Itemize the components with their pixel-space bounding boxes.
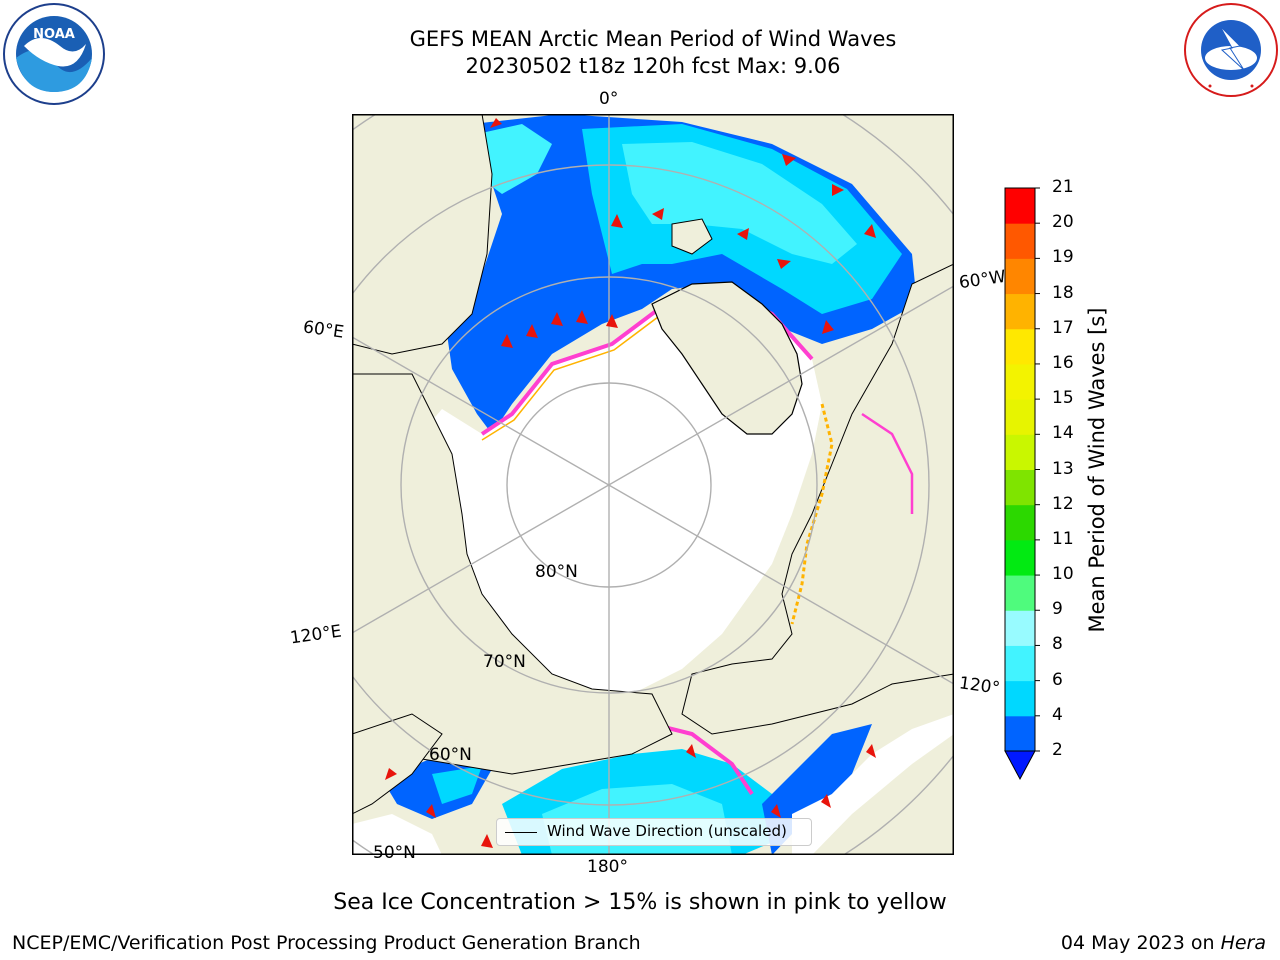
colorbar-bin xyxy=(1005,575,1035,611)
legend-line-swatch xyxy=(505,832,537,833)
graticule xyxy=(352,114,954,855)
wind-arrow xyxy=(771,804,781,818)
footer-host: Hera xyxy=(1220,932,1266,954)
footer-date: 04 May 2023 on Hera xyxy=(1061,932,1266,954)
wind-arrow xyxy=(426,804,436,818)
wind-arrow xyxy=(481,834,493,848)
colorbar-tick-label: 13 xyxy=(1052,458,1074,479)
footer-date-text: 04 May 2023 on xyxy=(1060,932,1221,954)
colorbar-label: Mean Period of Wind Waves [s] xyxy=(1085,307,1109,633)
colorbar xyxy=(1004,187,1040,781)
lon-label-0: 0° xyxy=(599,89,619,109)
wind-arrow xyxy=(501,334,513,348)
meridian-60e-120w xyxy=(352,336,954,685)
lon-label-120e: 120°E xyxy=(288,621,343,649)
colorbar-tick-label: 21 xyxy=(1052,177,1074,197)
colorbar-bin xyxy=(1005,610,1035,646)
kamchatka xyxy=(352,713,443,815)
colorbar-bin xyxy=(1005,363,1035,400)
hudson-bay-ice-edge xyxy=(861,412,914,514)
wind-arrow xyxy=(822,320,834,334)
colorbar-bin xyxy=(1005,258,1035,295)
north-sea-wave-region xyxy=(477,124,552,194)
scandinavia xyxy=(352,114,493,355)
colorbar-tick-label: 6 xyxy=(1052,669,1063,690)
svalbard xyxy=(671,218,713,255)
colorbar-tick-label: 17 xyxy=(1052,317,1074,338)
wind-arrow xyxy=(385,768,397,780)
wind-arrow xyxy=(526,324,538,338)
wind-arrow xyxy=(777,259,791,269)
lat-label-80: 80°N xyxy=(535,562,578,582)
wind-arrow xyxy=(576,310,588,324)
lon-label-120w: 120° xyxy=(957,673,1002,699)
wind-arrow xyxy=(864,224,876,238)
colorbar-tick-label: 18 xyxy=(1052,282,1074,303)
colorbar-tick-label: 15 xyxy=(1052,388,1074,409)
wind-arrow xyxy=(551,312,563,326)
canadian-archipelago-ice-edge xyxy=(790,403,834,625)
colorbar-tick-label: 2 xyxy=(1052,740,1063,760)
alaska-peninsula xyxy=(792,714,954,855)
wind-arrow xyxy=(866,744,876,758)
colorbar-tick-label: 14 xyxy=(1052,423,1074,444)
colorbar-tick-label: 20 xyxy=(1052,212,1074,233)
wind-arrow xyxy=(606,314,618,328)
national-weather-service-logo xyxy=(1184,3,1278,97)
colorbar-bin xyxy=(1005,223,1035,259)
colorbar-tick-label: 11 xyxy=(1052,528,1074,549)
colorbar-under-extension xyxy=(1004,750,1036,781)
colorbar-tick-label: 8 xyxy=(1052,634,1063,655)
colorbar-bin xyxy=(1005,469,1035,506)
noaa-logo: NOAA xyxy=(3,3,105,105)
colorbar-tick-label: 19 xyxy=(1052,247,1074,268)
sea-ice-note: Sea Ice Concentration > 15% is shown in … xyxy=(333,890,947,915)
colorbar-bin xyxy=(1005,645,1035,682)
wind-arrow xyxy=(821,794,831,808)
map-frame xyxy=(352,114,954,855)
legend-label: Wind Wave Direction (unscaled) xyxy=(547,822,787,840)
colorbar-bin xyxy=(1005,715,1035,752)
lat-label-50: 50°N xyxy=(373,843,416,863)
colorbar-tick-label: 16 xyxy=(1052,352,1074,373)
colorbar-tick-label: 12 xyxy=(1052,493,1074,514)
pacific-ocean-white xyxy=(352,814,442,855)
colorbar-bin xyxy=(1005,293,1035,330)
noaa-logo-text: NOAA xyxy=(33,27,75,42)
meridian-120e-60w xyxy=(352,285,954,634)
colorbar-bin xyxy=(1005,188,1035,224)
wind-arrow xyxy=(490,118,502,128)
arctic-map xyxy=(352,114,954,855)
colorbar-tick-label: 10 xyxy=(1052,564,1074,585)
colorbar-tick-label: 4 xyxy=(1052,704,1063,725)
colorbar-bin xyxy=(1005,539,1035,576)
chart-title: GEFS MEAN Arctic Mean Period of Wind Wav… xyxy=(409,27,897,51)
lat-label-60: 60°N xyxy=(429,745,472,765)
lon-label-60e: 60°E xyxy=(301,317,346,343)
lat-label-70: 70°N xyxy=(483,652,526,672)
colorbar-bin xyxy=(1005,399,1035,435)
north-america xyxy=(681,263,954,735)
map-legend: Wind Wave Direction (unscaled) xyxy=(496,818,812,846)
footer-credit: NCEP/EMC/Verification Post Processing Pr… xyxy=(12,932,641,954)
wind-arrow xyxy=(832,184,844,196)
colorbar-bin xyxy=(1005,504,1035,541)
lon-label-180: 180° xyxy=(587,857,628,877)
colorbar-bin xyxy=(1005,328,1035,365)
colorbar-bin xyxy=(1005,434,1035,470)
wind-arrow xyxy=(686,744,696,758)
wind-wave-arrows xyxy=(385,118,876,848)
wind-arrow xyxy=(611,214,623,228)
colorbar-bin xyxy=(1005,680,1035,717)
colorbar-tick-label: 9 xyxy=(1052,599,1063,620)
chart-subtitle-run: 20230502 t18z 120h fcst Max: 9.06 xyxy=(465,54,841,78)
okhotsk-wave-cyan xyxy=(432,766,482,804)
wind-arrow xyxy=(652,208,664,220)
wind-arrow xyxy=(737,228,749,240)
wind-arrow xyxy=(782,154,796,166)
